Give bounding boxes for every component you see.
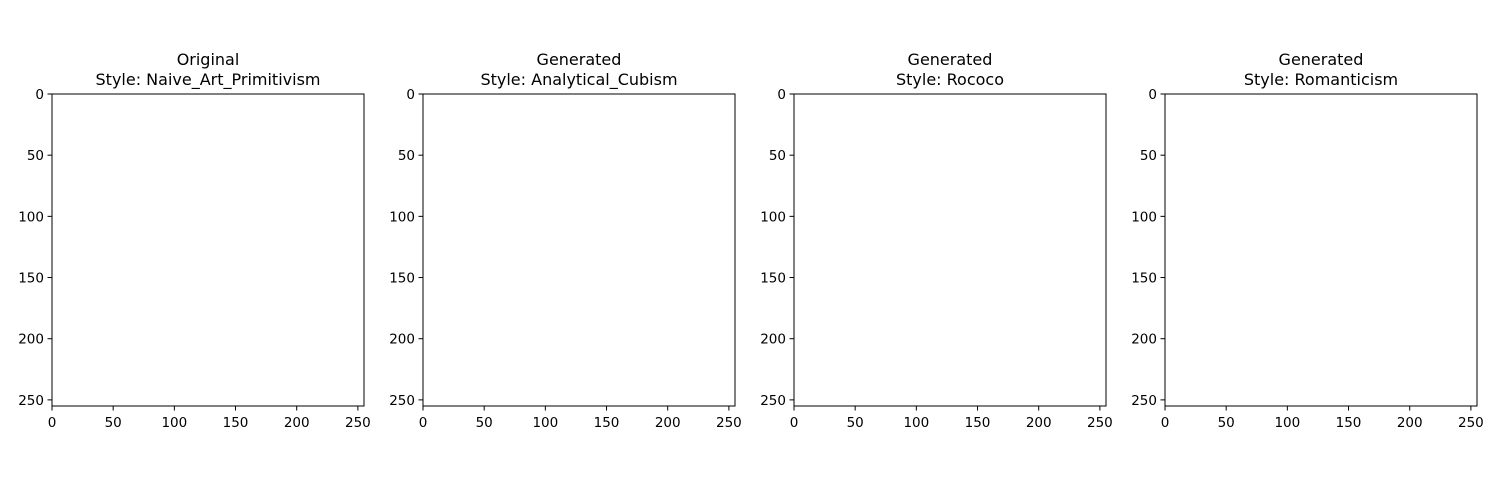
panel-style-label: Style: Rococo (896, 70, 1004, 89)
x-tick-label: 100 (161, 415, 187, 431)
y-tick-label: 100 (760, 209, 786, 225)
y-tick-label: 50 (398, 148, 415, 164)
y-tick-label: 200 (760, 332, 786, 348)
y-tick-label: 0 (1148, 87, 1157, 103)
y-tick-label: 200 (389, 332, 415, 348)
x-tick-label: 0 (48, 415, 57, 431)
y-tick-label: 250 (389, 393, 415, 409)
y-tick-label: 250 (1131, 393, 1157, 409)
panel-style-label: Style: Naive_Art_Primitivism (96, 70, 321, 90)
x-tick-label: 100 (532, 415, 558, 431)
y-tick-label: 100 (18, 209, 44, 225)
y-tick-label: 150 (18, 271, 44, 287)
y-tick-label: 100 (1131, 209, 1157, 225)
x-tick-label: 50 (476, 415, 493, 431)
y-tick-label: 250 (760, 393, 786, 409)
axes-frame (1164, 93, 1478, 407)
y-tick-label: 50 (769, 148, 786, 164)
y-tick-label: 150 (760, 271, 786, 287)
x-tick-label: 50 (847, 415, 864, 431)
y-tick-label: 200 (18, 332, 44, 348)
y-tick-label: 100 (389, 209, 415, 225)
axes-frame (422, 93, 736, 407)
y-tick-label: 50 (1140, 148, 1157, 164)
x-tick-label: 100 (903, 415, 929, 431)
x-tick-label: 200 (655, 415, 681, 431)
panel-title: Original (177, 50, 240, 69)
x-tick-label: 250 (1087, 415, 1113, 431)
x-tick-label: 100 (1274, 415, 1300, 431)
x-tick-label: 50 (105, 415, 122, 431)
panel-style-label: Style: Romanticism (1244, 70, 1398, 89)
panel-title: Generated (537, 50, 622, 69)
panel-title: Generated (1279, 50, 1364, 69)
y-tick-label: 0 (406, 87, 415, 103)
y-tick-label: 0 (35, 87, 44, 103)
panel-title: Generated (908, 50, 993, 69)
x-tick-label: 200 (284, 415, 310, 431)
x-tick-label: 0 (1161, 415, 1170, 431)
y-tick-label: 150 (389, 271, 415, 287)
x-tick-label: 150 (223, 415, 249, 431)
axes-frame (793, 93, 1107, 407)
y-tick-label: 200 (1131, 332, 1157, 348)
y-tick-label: 250 (18, 393, 44, 409)
panel-style-label: Style: Analytical_Cubism (480, 70, 677, 90)
x-tick-label: 150 (965, 415, 991, 431)
x-tick-label: 200 (1397, 415, 1423, 431)
y-tick-label: 0 (777, 87, 786, 103)
x-tick-label: 150 (1336, 415, 1362, 431)
x-tick-label: 50 (1218, 415, 1235, 431)
x-tick-label: 250 (345, 415, 371, 431)
axes-frame (51, 93, 365, 407)
x-tick-label: 0 (790, 415, 799, 431)
y-tick-label: 150 (1131, 271, 1157, 287)
x-tick-label: 200 (1026, 415, 1052, 431)
x-tick-label: 250 (716, 415, 742, 431)
x-tick-label: 0 (419, 415, 428, 431)
y-tick-label: 50 (27, 148, 44, 164)
x-tick-label: 150 (594, 415, 620, 431)
x-tick-label: 250 (1458, 415, 1484, 431)
